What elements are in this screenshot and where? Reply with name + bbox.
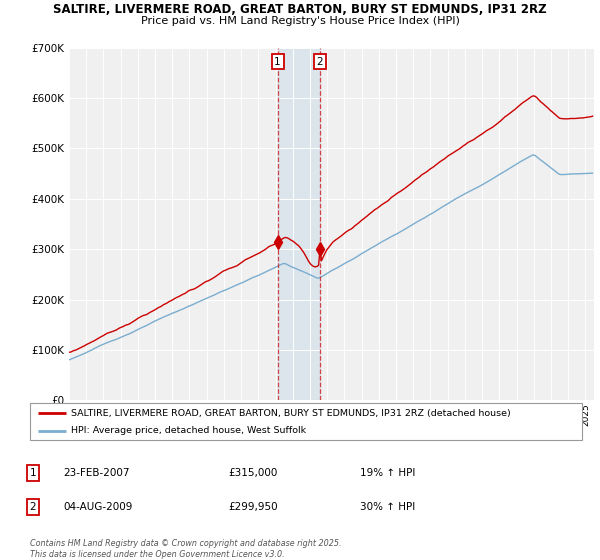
Text: 2: 2 <box>29 502 37 512</box>
Text: Contains HM Land Registry data © Crown copyright and database right 2025.
This d: Contains HM Land Registry data © Crown c… <box>30 539 341 559</box>
Text: 2: 2 <box>317 57 323 67</box>
Text: Price paid vs. HM Land Registry's House Price Index (HPI): Price paid vs. HM Land Registry's House … <box>140 16 460 26</box>
Text: SALTIRE, LIVERMERE ROAD, GREAT BARTON, BURY ST EDMUNDS, IP31 2RZ: SALTIRE, LIVERMERE ROAD, GREAT BARTON, B… <box>53 3 547 16</box>
Text: 1: 1 <box>29 468 37 478</box>
Text: SALTIRE, LIVERMERE ROAD, GREAT BARTON, BURY ST EDMUNDS, IP31 2RZ (detached house: SALTIRE, LIVERMERE ROAD, GREAT BARTON, B… <box>71 409 511 418</box>
Text: 04-AUG-2009: 04-AUG-2009 <box>63 502 133 512</box>
Text: £299,950: £299,950 <box>228 502 278 512</box>
Text: 1: 1 <box>274 57 281 67</box>
FancyBboxPatch shape <box>30 403 582 440</box>
Text: £315,000: £315,000 <box>228 468 277 478</box>
Bar <box>278 48 320 400</box>
Text: 19% ↑ HPI: 19% ↑ HPI <box>360 468 415 478</box>
Text: HPI: Average price, detached house, West Suffolk: HPI: Average price, detached house, West… <box>71 426 307 435</box>
Text: 30% ↑ HPI: 30% ↑ HPI <box>360 502 415 512</box>
Text: 23-FEB-2007: 23-FEB-2007 <box>63 468 130 478</box>
